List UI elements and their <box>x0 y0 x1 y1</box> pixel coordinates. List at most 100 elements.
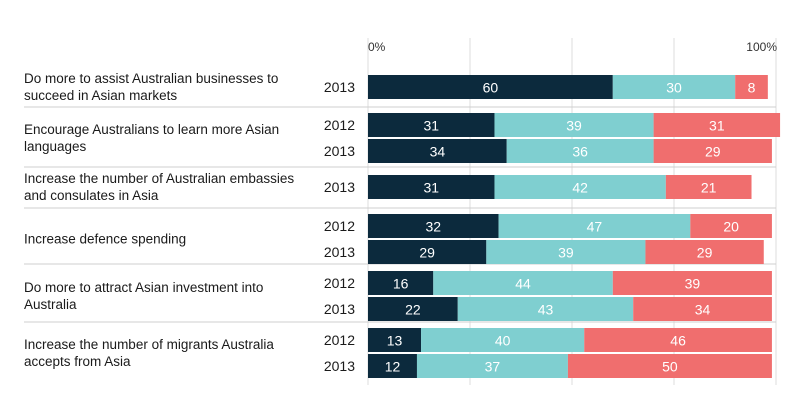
year-label: 2013 <box>324 358 355 374</box>
year-label: 2013 <box>324 179 355 195</box>
bar-segment <box>612 75 736 99</box>
data-label: 31 <box>423 118 439 134</box>
data-label: 31 <box>709 118 725 134</box>
data-label: 43 <box>538 302 554 318</box>
bar-segment <box>645 240 764 264</box>
question-line: Do more to attract Asian investment into <box>24 280 263 295</box>
data-label: 29 <box>705 144 721 160</box>
data-label: 39 <box>566 118 582 134</box>
data-label: 20 <box>723 219 739 235</box>
question-line: Australia <box>24 297 77 312</box>
bar-segment <box>567 354 772 378</box>
question-line: Increase the number of Australian embass… <box>24 171 294 186</box>
data-label: 50 <box>662 359 678 375</box>
question-group: Increase the number of migrants Australi… <box>24 328 772 378</box>
bar-row: 2013 22 43 34 <box>324 297 772 321</box>
question-groups: Do more to assist Australian businesses … <box>24 71 781 378</box>
data-label: 29 <box>697 245 713 261</box>
bar-segment <box>368 354 417 378</box>
bar-segment <box>690 214 772 238</box>
year-label: 2013 <box>324 143 355 159</box>
bar-segment <box>506 139 654 163</box>
bar-segment <box>421 328 585 352</box>
bar-segment <box>486 240 646 264</box>
year-label: 2012 <box>324 117 355 133</box>
bar-segment <box>368 175 495 199</box>
question-label: Increase the number of migrants Australi… <box>24 337 274 369</box>
bar-segment <box>368 113 495 137</box>
bar-segment <box>368 328 422 352</box>
question-line: languages <box>24 139 87 154</box>
bar-row: 2013 60 30 8 <box>324 75 768 99</box>
data-label: 42 <box>572 180 588 196</box>
data-label: 34 <box>695 302 711 318</box>
bar-row: 2013 34 36 29 <box>324 139 772 163</box>
year-label: 2012 <box>324 275 355 291</box>
data-label: 22 <box>405 302 421 318</box>
data-label: 29 <box>419 245 435 261</box>
bar-segment <box>653 113 781 137</box>
question-line: Increase defence spending <box>24 232 186 247</box>
bar-row: 2013 31 42 21 <box>324 175 752 199</box>
question-line: Encourage Australians to learn more Asia… <box>24 122 279 137</box>
data-label: 32 <box>425 219 441 235</box>
bar-segment <box>633 297 772 321</box>
year-label: 2013 <box>324 301 355 317</box>
question-line: succeed in Asian markets <box>24 88 177 103</box>
question-label: Increase defence spending <box>24 232 186 247</box>
bar-row: 2012 16 44 39 <box>324 271 772 295</box>
question-group: Do more to attract Asian investment into… <box>24 271 772 321</box>
bar-row: 2013 29 39 29 <box>324 240 764 264</box>
question-line: Increase the number of migrants Australi… <box>24 337 274 352</box>
bar-segment <box>368 214 499 238</box>
bar-segment <box>735 75 768 99</box>
question-group: Increase the number of Australian embass… <box>24 171 752 203</box>
data-label: 46 <box>670 333 686 349</box>
bar-segment <box>368 271 434 295</box>
data-label: 12 <box>385 359 401 375</box>
data-label: 30 <box>666 80 682 96</box>
question-group: Do more to assist Australian businesses … <box>24 71 768 103</box>
year-label: 2013 <box>324 79 355 95</box>
data-label: 8 <box>748 80 756 96</box>
data-label: 31 <box>423 180 439 196</box>
bar-segment <box>433 271 613 295</box>
bar-segment <box>416 354 568 378</box>
bar-segment <box>653 139 772 163</box>
question-label: Do more to assist Australian businesses … <box>24 71 278 103</box>
bar-segment <box>368 139 507 163</box>
question-label: Do more to attract Asian investment into… <box>24 280 263 312</box>
data-label: 21 <box>701 180 717 196</box>
data-label: 39 <box>685 276 701 292</box>
bar-segment <box>665 175 752 199</box>
bar-segment <box>368 240 487 264</box>
year-label: 2012 <box>324 332 355 348</box>
x-tick-label: 100% <box>746 40 777 54</box>
bar-row: 2012 13 40 46 <box>324 328 772 352</box>
bar-segment <box>494 175 666 199</box>
bar-segment <box>368 75 613 99</box>
bar-segment <box>457 297 634 321</box>
data-label: 39 <box>558 245 574 261</box>
data-label: 36 <box>572 144 588 160</box>
data-label: 47 <box>587 219 603 235</box>
year-label: 2013 <box>324 244 355 260</box>
question-line: accepts from Asia <box>24 354 131 369</box>
data-label: 44 <box>515 276 531 292</box>
question-label: Increase the number of Australian embass… <box>24 171 294 203</box>
data-label: 34 <box>430 144 446 160</box>
bar-row: 2012 32 47 20 <box>324 214 772 238</box>
question-group: Encourage Australians to learn more Asia… <box>24 113 781 163</box>
x-axis-ticks: 0% 100% <box>368 40 777 54</box>
question-line: and consulates in Asia <box>24 188 159 203</box>
bar-row: 2013 12 37 50 <box>324 354 772 378</box>
year-label: 2012 <box>324 218 355 234</box>
data-label: 16 <box>393 276 409 292</box>
bar-segment <box>498 214 691 238</box>
bar-row: 2012 31 39 31 <box>324 113 781 137</box>
data-label: 13 <box>387 333 403 349</box>
x-tick-label: 0% <box>368 40 386 54</box>
data-label: 60 <box>483 80 499 96</box>
